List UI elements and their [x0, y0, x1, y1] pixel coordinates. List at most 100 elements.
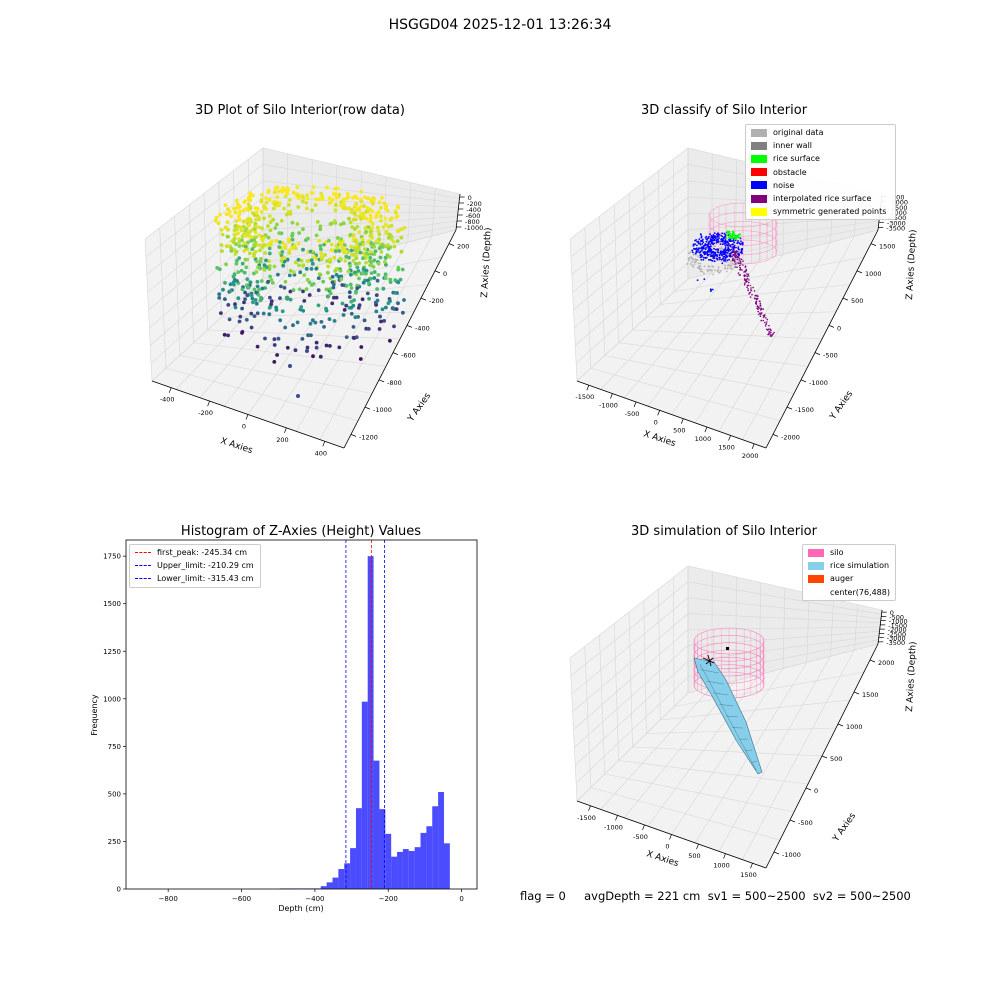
chart-2-noise-point	[724, 253, 726, 256]
chart-2-original-point	[693, 263, 696, 265]
chart-1-point	[369, 259, 374, 264]
chart-1-z-tick-label: -200	[467, 200, 482, 208]
chart-1-point	[369, 271, 374, 275]
chart-1-point	[259, 279, 264, 283]
chart-1-point	[347, 216, 351, 221]
chart-2-interpolated-point	[747, 273, 750, 276]
chart-1-point	[326, 294, 331, 299]
chart-1-point	[340, 301, 345, 306]
chart-2-interpolated-point	[757, 308, 759, 311]
chart-1-point	[288, 289, 293, 294]
chart-2-noise-point	[711, 254, 713, 256]
chart-1-point	[384, 222, 388, 227]
chart-1-point	[248, 206, 253, 211]
chart-2-noise-point	[724, 239, 727, 241]
chart-1-point	[237, 256, 242, 260]
chart-1-axes-box	[144, 147, 461, 449]
chart-1-point	[388, 277, 393, 282]
chart-4-gridline	[672, 577, 675, 707]
legend-swatch	[751, 194, 767, 203]
chart-2-noise-point	[717, 248, 719, 251]
chart-2-gridline	[687, 229, 879, 280]
chart-2-noise-point	[723, 232, 726, 235]
chart-1-point	[339, 200, 344, 205]
chart-1-point	[341, 206, 346, 211]
legend-line	[135, 565, 151, 567]
chart-2-interpolated-point	[746, 284, 749, 287]
chart-1-point	[306, 333, 310, 338]
chart-2-noise-point	[732, 243, 734, 246]
chart-3-ylabel: Frequency	[90, 694, 99, 736]
chart-1-point	[347, 206, 351, 211]
chart-1-point	[327, 201, 332, 206]
chart-1-point	[285, 257, 290, 262]
chart-1-point	[361, 251, 366, 256]
chart-4-gridline	[742, 649, 855, 860]
chart-2-rice-surface-point	[729, 234, 732, 237]
chart-1-point	[243, 229, 248, 233]
chart-2-x-tick	[610, 393, 613, 399]
chart-1-point	[275, 222, 279, 227]
chart-1-point	[217, 292, 222, 296]
chart-1-point	[358, 357, 363, 361]
histogram-y-tick-label: 750	[108, 743, 121, 751]
legend-item: Lower_limit: -315.43 cm	[130, 572, 260, 585]
chart-2-noise-point	[720, 240, 722, 243]
chart-1-point	[338, 242, 343, 247]
chart-1-point	[257, 215, 262, 220]
chart-1-point	[328, 257, 333, 262]
chart-1-point	[321, 279, 326, 284]
legend-item: noise	[746, 179, 895, 192]
chart-2-interpolated-point	[741, 269, 743, 271]
chart-1-point	[338, 268, 343, 273]
chart-4-surface-mesh-line	[706, 681, 724, 685]
chart-2-noise-point	[692, 251, 694, 254]
chart-4-z-tick-label: -3500	[886, 639, 905, 647]
chart-1-x-tick	[207, 400, 210, 407]
chart-1-point	[287, 251, 292, 255]
chart-2-interpolated-point	[739, 261, 742, 263]
chart-1-point	[256, 206, 260, 211]
chart-2-x-tick-label: 1000	[695, 435, 712, 443]
chart-1-point	[370, 209, 375, 213]
chart-1-point	[297, 263, 301, 268]
chart-2-original-point	[701, 270, 704, 273]
chart-1-point	[363, 254, 368, 259]
chart-1-point	[346, 269, 351, 274]
chart-1-point	[237, 319, 242, 324]
chart-2-noise-point	[711, 260, 714, 262]
chart-2-original-point	[719, 248, 722, 250]
chart-1-point	[301, 227, 305, 232]
chart-4-x-tick-label: -1500	[577, 814, 596, 822]
chart-1-y-tick	[378, 379, 385, 383]
chart-2-noise-point	[717, 240, 720, 243]
chart-1-point	[387, 254, 392, 259]
chart-1-point	[369, 216, 373, 221]
chart-1-point	[267, 246, 272, 251]
chart-4-x-tick	[615, 815, 618, 821]
chart-1-point	[285, 345, 290, 350]
chart-1-point	[267, 264, 272, 268]
chart-1-point	[332, 219, 337, 224]
chart-1-y-tick	[392, 352, 399, 355]
chart-1-point	[228, 282, 233, 287]
chart-1-point	[240, 287, 245, 292]
chart-2-y-tick	[786, 406, 793, 410]
legend-label: center(76,488)	[830, 587, 890, 597]
chart-1-point	[290, 220, 295, 225]
chart-1-point	[338, 256, 343, 261]
chart-2-rice-surface-point	[729, 237, 732, 239]
chart-2-interpolated-point	[757, 295, 759, 298]
chart-2-original-point	[725, 270, 728, 273]
chart-1-point	[255, 284, 260, 289]
chart-1-x-tick-label: -200	[198, 409, 213, 417]
chart-4-gridline	[643, 600, 647, 734]
legend-label: Lower_limit: -315.43 cm	[157, 574, 254, 584]
chart-2-noise-point	[725, 256, 728, 258]
chart-1-point	[354, 240, 359, 245]
legend-item: obstacle	[746, 166, 895, 179]
legend-item: original data	[746, 126, 895, 139]
chart-1-point	[314, 340, 319, 345]
chart-1-point	[361, 280, 366, 285]
chart-2-noise-point	[713, 260, 716, 263]
